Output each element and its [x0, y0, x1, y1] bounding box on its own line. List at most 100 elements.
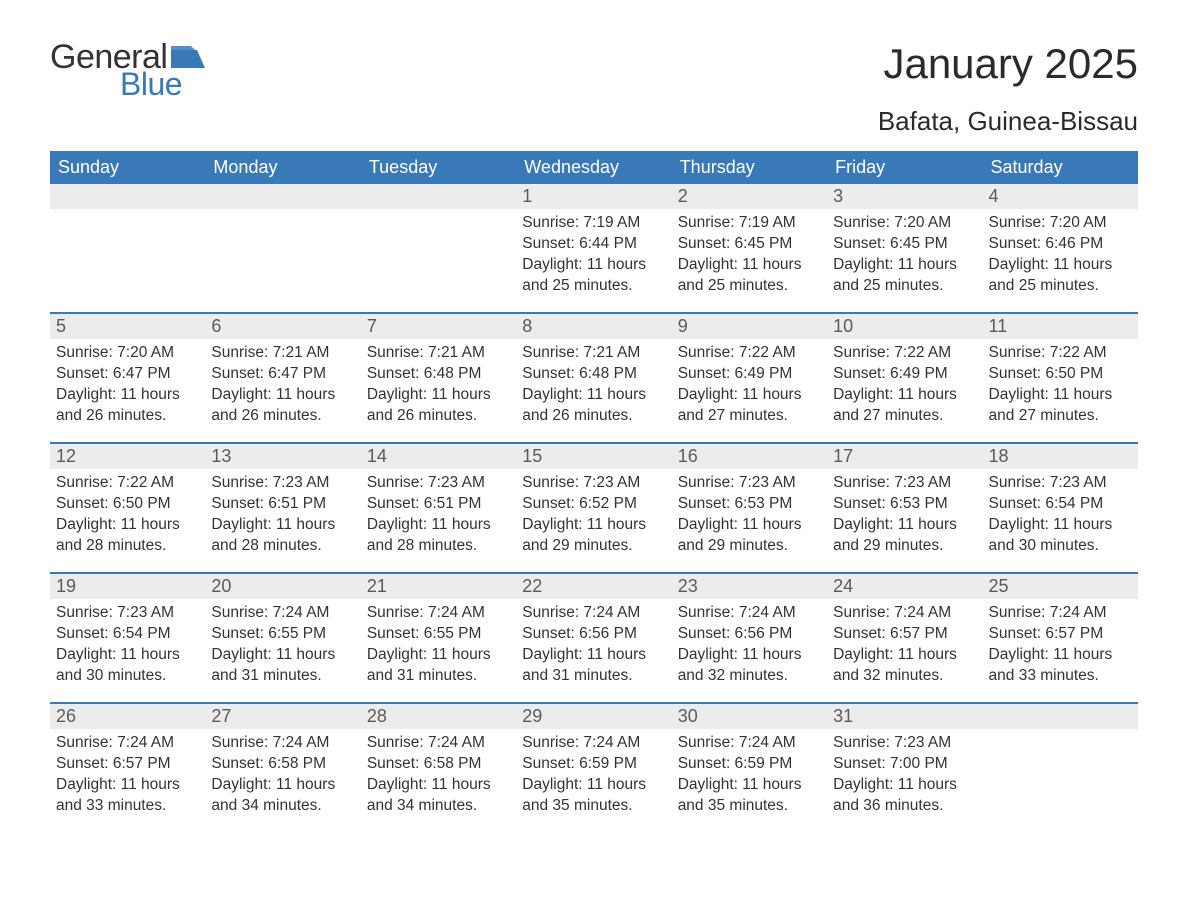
sunset-text: Sunset: 6:59 PM [522, 754, 665, 775]
sunrise-text: Sunrise: 7:24 AM [522, 603, 665, 624]
sunrise-text: Sunrise: 7:24 AM [367, 603, 510, 624]
calendar-cell: 23Sunrise: 7:24 AMSunset: 6:56 PMDayligh… [672, 574, 827, 702]
sunrise-text: Sunrise: 7:24 AM [678, 603, 821, 624]
sunrise-text: Sunrise: 7:23 AM [833, 473, 976, 494]
sunset-text: Sunset: 6:49 PM [678, 364, 821, 385]
sunrise-text: Sunrise: 7:19 AM [522, 213, 665, 234]
calendar-cell: 19Sunrise: 7:23 AMSunset: 6:54 PMDayligh… [50, 574, 205, 702]
sunrise-text: Sunrise: 7:23 AM [833, 733, 976, 754]
day-header: Saturday [983, 151, 1138, 184]
daylight-text: Daylight: 11 hours and 28 minutes. [367, 515, 510, 557]
cell-body: Sunrise: 7:21 AMSunset: 6:48 PMDaylight:… [516, 339, 671, 437]
calendar-cell: 7Sunrise: 7:21 AMSunset: 6:48 PMDaylight… [361, 314, 516, 442]
day-number: 12 [50, 444, 205, 469]
day-number: 4 [983, 184, 1138, 209]
sunrise-text: Sunrise: 7:24 AM [678, 733, 821, 754]
sunset-text: Sunset: 6:58 PM [367, 754, 510, 775]
day-number: 2 [672, 184, 827, 209]
sunrise-text: Sunrise: 7:23 AM [522, 473, 665, 494]
cell-body: Sunrise: 7:23 AMSunset: 6:54 PMDaylight:… [983, 469, 1138, 567]
daylight-text: Daylight: 11 hours and 25 minutes. [989, 255, 1132, 297]
cell-body [983, 729, 1138, 743]
day-number: 14 [361, 444, 516, 469]
day-number: . [983, 704, 1138, 729]
calendar-cell: 3Sunrise: 7:20 AMSunset: 6:45 PMDaylight… [827, 184, 982, 312]
day-header: Friday [827, 151, 982, 184]
calendar-cell: 12Sunrise: 7:22 AMSunset: 6:50 PMDayligh… [50, 444, 205, 572]
cell-body: Sunrise: 7:19 AMSunset: 6:44 PMDaylight:… [516, 209, 671, 307]
sunset-text: Sunset: 6:49 PM [833, 364, 976, 385]
day-number: 24 [827, 574, 982, 599]
daylight-text: Daylight: 11 hours and 26 minutes. [522, 385, 665, 427]
cell-body [205, 209, 360, 223]
sunrise-text: Sunrise: 7:24 AM [211, 603, 354, 624]
daylight-text: Daylight: 11 hours and 30 minutes. [989, 515, 1132, 557]
cell-body: Sunrise: 7:21 AMSunset: 6:48 PMDaylight:… [361, 339, 516, 437]
sunrise-text: Sunrise: 7:24 AM [833, 603, 976, 624]
sunrise-text: Sunrise: 7:23 AM [211, 473, 354, 494]
cell-body: Sunrise: 7:20 AMSunset: 6:47 PMDaylight:… [50, 339, 205, 437]
daylight-text: Daylight: 11 hours and 25 minutes. [522, 255, 665, 297]
sunset-text: Sunset: 6:46 PM [989, 234, 1132, 255]
daylight-text: Daylight: 11 hours and 33 minutes. [56, 775, 199, 817]
cell-body: Sunrise: 7:22 AMSunset: 6:50 PMDaylight:… [50, 469, 205, 567]
daylight-text: Daylight: 11 hours and 32 minutes. [833, 645, 976, 687]
sunset-text: Sunset: 6:52 PM [522, 494, 665, 515]
sunset-text: Sunset: 6:56 PM [678, 624, 821, 645]
daylight-text: Daylight: 11 hours and 33 minutes. [989, 645, 1132, 687]
calendar-cell: . [205, 184, 360, 312]
calendar-week: 12Sunrise: 7:22 AMSunset: 6:50 PMDayligh… [50, 442, 1138, 572]
day-number: 27 [205, 704, 360, 729]
calendar-week: ...1Sunrise: 7:19 AMSunset: 6:44 PMDayli… [50, 184, 1138, 312]
calendar-cell: . [983, 704, 1138, 832]
day-header: Sunday [50, 151, 205, 184]
calendar-cell: 20Sunrise: 7:24 AMSunset: 6:55 PMDayligh… [205, 574, 360, 702]
daylight-text: Daylight: 11 hours and 34 minutes. [367, 775, 510, 817]
sunset-text: Sunset: 6:57 PM [56, 754, 199, 775]
daylight-text: Daylight: 11 hours and 25 minutes. [678, 255, 821, 297]
sunset-text: Sunset: 6:48 PM [367, 364, 510, 385]
cell-body: Sunrise: 7:23 AMSunset: 6:54 PMDaylight:… [50, 599, 205, 697]
sunrise-text: Sunrise: 7:23 AM [989, 473, 1132, 494]
sunrise-text: Sunrise: 7:20 AM [989, 213, 1132, 234]
sunset-text: Sunset: 6:48 PM [522, 364, 665, 385]
day-number: 18 [983, 444, 1138, 469]
sunrise-text: Sunrise: 7:22 AM [678, 343, 821, 364]
sunset-text: Sunset: 6:50 PM [989, 364, 1132, 385]
calendar-cell: 18Sunrise: 7:23 AMSunset: 6:54 PMDayligh… [983, 444, 1138, 572]
cell-body: Sunrise: 7:24 AMSunset: 6:57 PMDaylight:… [827, 599, 982, 697]
daylight-text: Daylight: 11 hours and 31 minutes. [367, 645, 510, 687]
calendar-cell: 25Sunrise: 7:24 AMSunset: 6:57 PMDayligh… [983, 574, 1138, 702]
logo: General Blue [50, 40, 205, 100]
cell-body: Sunrise: 7:22 AMSunset: 6:49 PMDaylight:… [827, 339, 982, 437]
cell-body: Sunrise: 7:22 AMSunset: 6:49 PMDaylight:… [672, 339, 827, 437]
calendar-cell: 11Sunrise: 7:22 AMSunset: 6:50 PMDayligh… [983, 314, 1138, 442]
sunset-text: Sunset: 6:56 PM [522, 624, 665, 645]
daylight-text: Daylight: 11 hours and 26 minutes. [367, 385, 510, 427]
calendar-cell: 21Sunrise: 7:24 AMSunset: 6:55 PMDayligh… [361, 574, 516, 702]
day-number: 30 [672, 704, 827, 729]
sunrise-text: Sunrise: 7:20 AM [833, 213, 976, 234]
sunrise-text: Sunrise: 7:24 AM [989, 603, 1132, 624]
cell-body: Sunrise: 7:23 AMSunset: 7:00 PMDaylight:… [827, 729, 982, 827]
cell-body [50, 209, 205, 223]
location-label: Bafata, Guinea-Bissau [50, 106, 1138, 137]
day-number: 21 [361, 574, 516, 599]
sunset-text: Sunset: 6:50 PM [56, 494, 199, 515]
day-number: 22 [516, 574, 671, 599]
sunset-text: Sunset: 6:45 PM [833, 234, 976, 255]
calendar-cell: 8Sunrise: 7:21 AMSunset: 6:48 PMDaylight… [516, 314, 671, 442]
day-number: 11 [983, 314, 1138, 339]
sunrise-text: Sunrise: 7:24 AM [211, 733, 354, 754]
sunset-text: Sunset: 6:54 PM [56, 624, 199, 645]
cell-body: Sunrise: 7:24 AMSunset: 6:55 PMDaylight:… [361, 599, 516, 697]
sunset-text: Sunset: 6:44 PM [522, 234, 665, 255]
day-number: 1 [516, 184, 671, 209]
day-number: 20 [205, 574, 360, 599]
calendar-cell: 4Sunrise: 7:20 AMSunset: 6:46 PMDaylight… [983, 184, 1138, 312]
calendar-cell: 10Sunrise: 7:22 AMSunset: 6:49 PMDayligh… [827, 314, 982, 442]
calendar-week: 26Sunrise: 7:24 AMSunset: 6:57 PMDayligh… [50, 702, 1138, 832]
daylight-text: Daylight: 11 hours and 28 minutes. [211, 515, 354, 557]
cell-body: Sunrise: 7:20 AMSunset: 6:46 PMDaylight:… [983, 209, 1138, 307]
day-number: 28 [361, 704, 516, 729]
